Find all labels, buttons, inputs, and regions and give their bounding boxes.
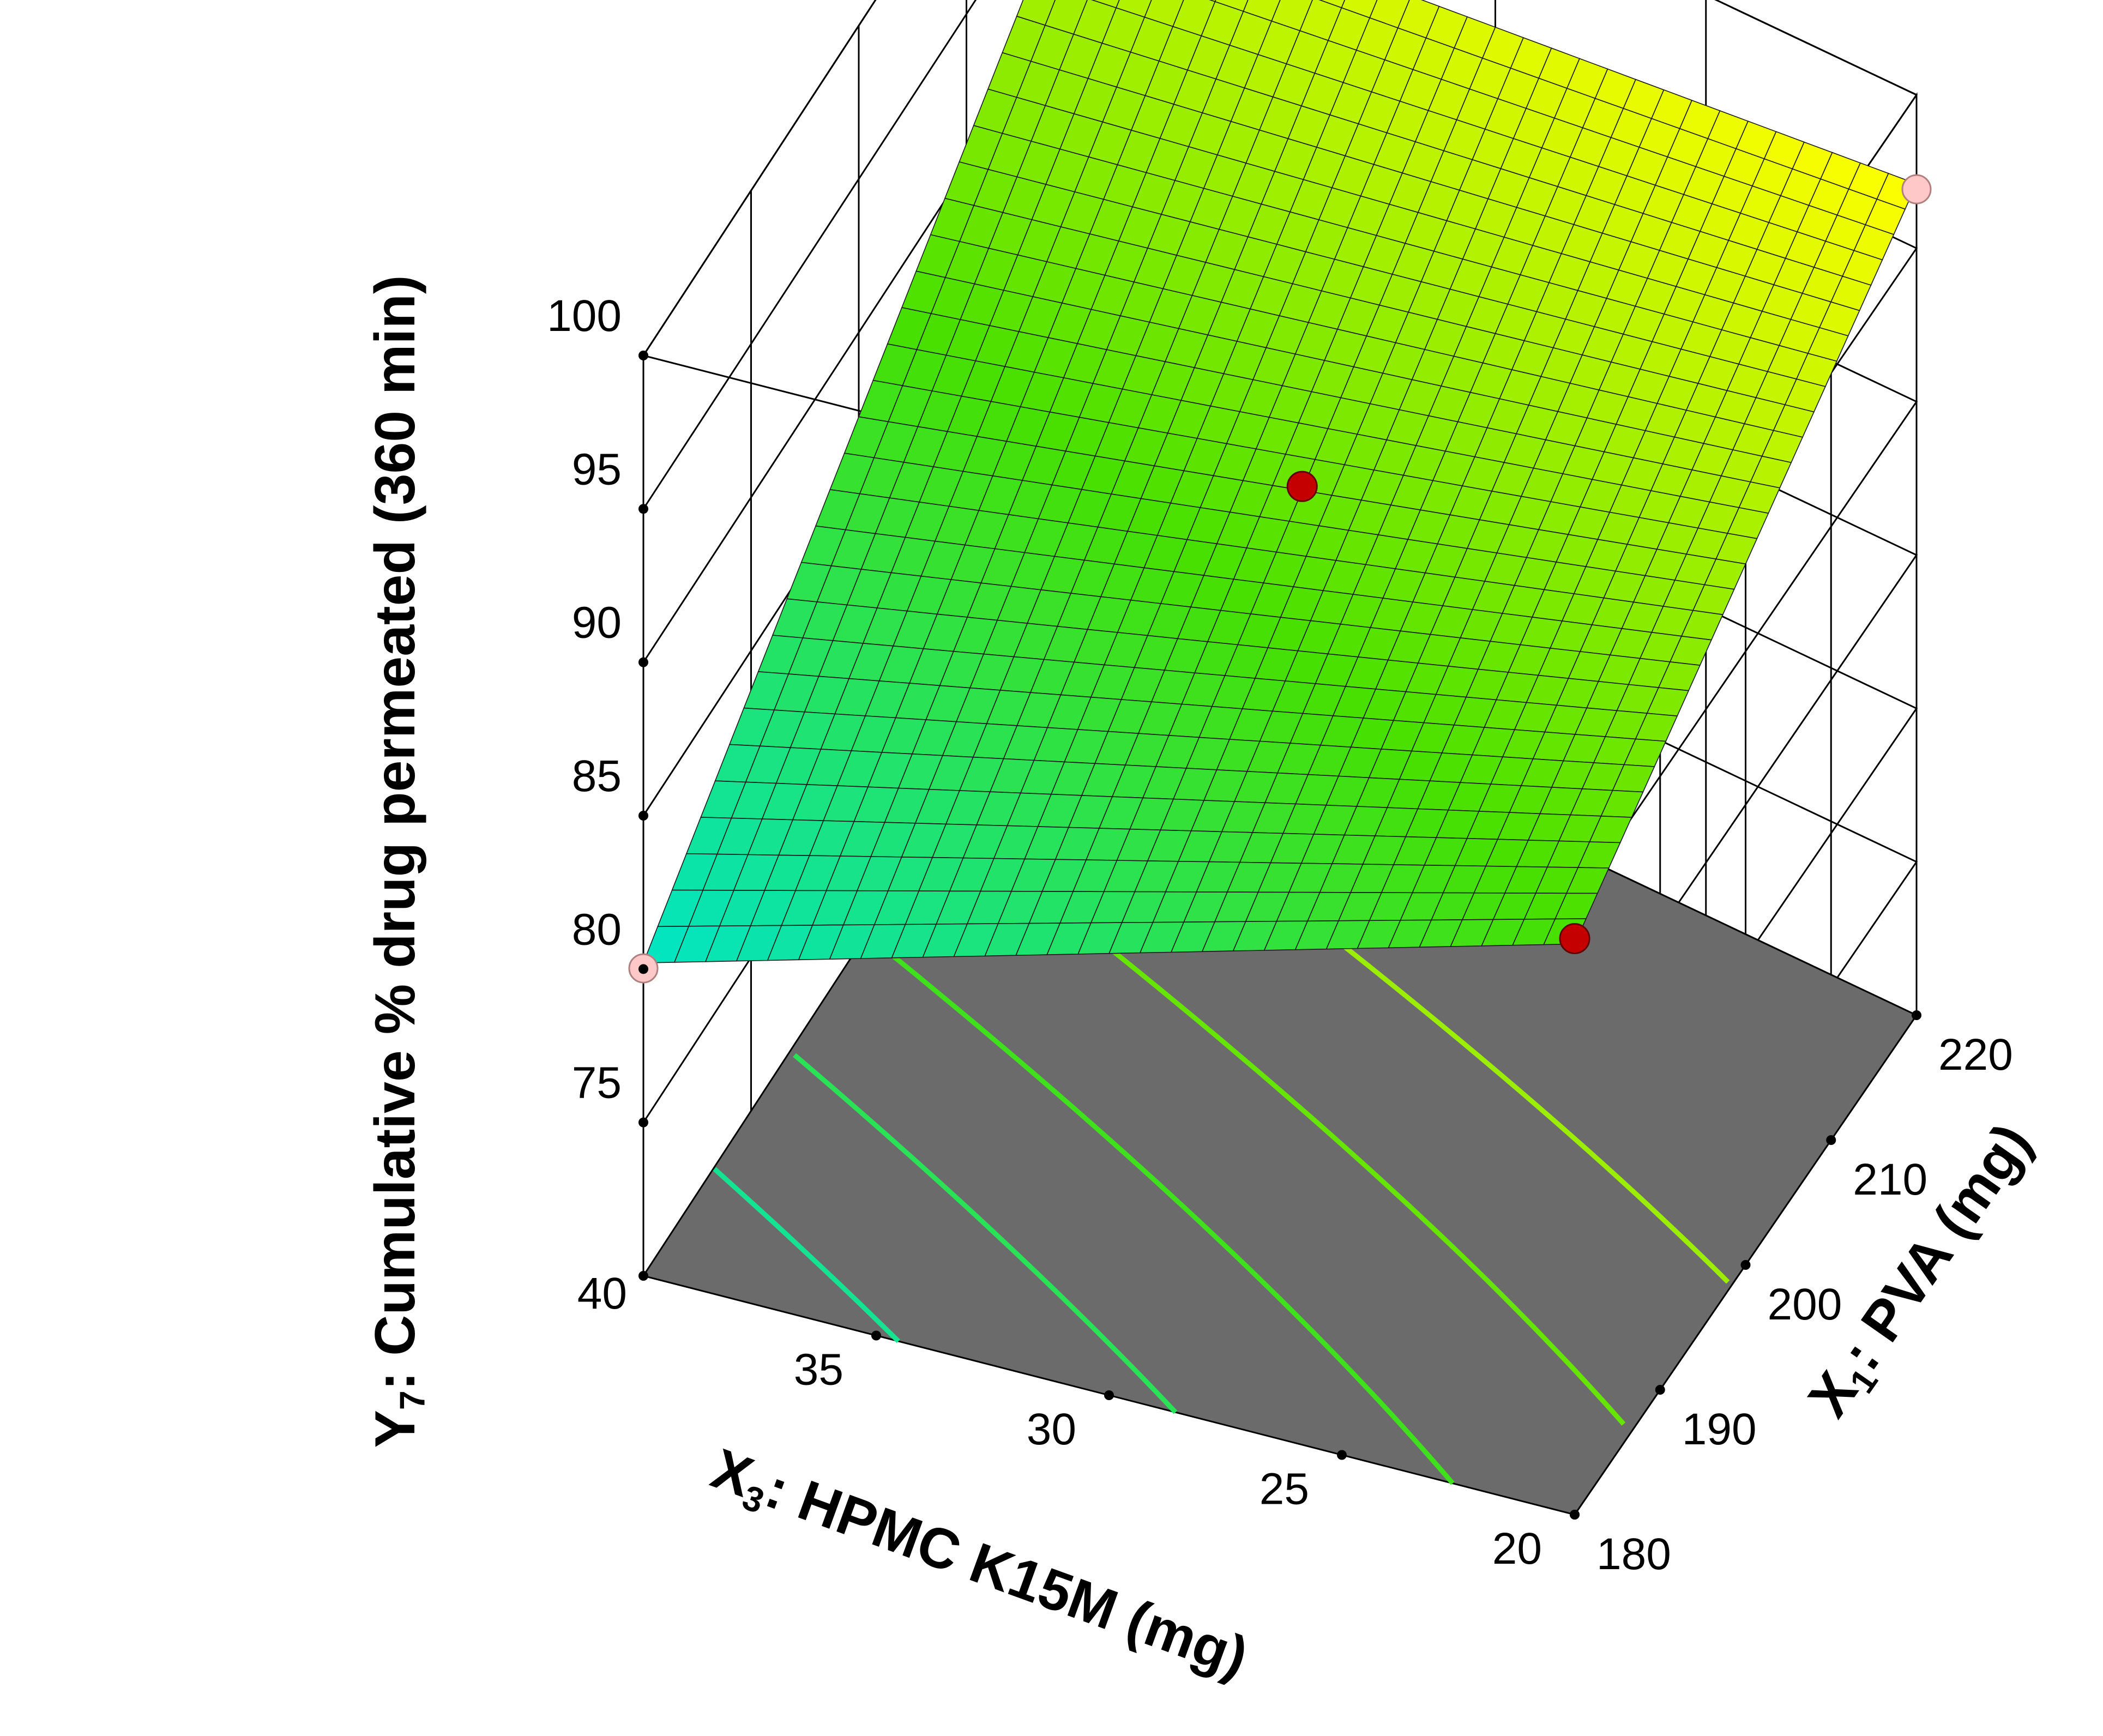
x1-tick-mark [1655,1385,1665,1395]
design-points [628,174,1932,984]
z-tick-mark [638,657,648,667]
tick-labels: 75 80 85 90 95 100 40 35 30 25 20 180 190 200 210 220 [547,291,2013,1579]
z-tick-mark [638,351,648,360]
x1-tick-mark [1740,1260,1751,1270]
z-tick-label: 85 [572,751,622,801]
contour-line [793,1053,1178,1414]
z-axis-title: Y7: Cumulative % drug permeated (360 min… [364,275,432,1448]
z-tick-label: 80 [572,905,622,954]
z-tick-mark [638,504,648,514]
surface-cell [642,925,690,963]
response-surface [642,0,1918,963]
design-point-below [1901,174,1932,204]
x3-tick-mark [1104,1390,1114,1400]
x3-axis-title: X3: HPMC K15M (mg) [702,1437,1256,1695]
z-tick-mark [638,964,648,974]
x1-tick-label: 190 [1682,1405,1757,1454]
x1-tick-mark [1570,1510,1580,1520]
x3-tick-mark [638,1271,648,1281]
z-tick-mark [638,1117,648,1128]
x1-tick-label: 200 [1768,1280,1842,1329]
x1-tick-label: 220 [1938,1030,2013,1080]
x3-tick-label: 30 [1027,1405,1076,1454]
x1-tick-label: 180 [1596,1529,1671,1579]
z-tick-label: 100 [547,291,622,341]
x1-tick-mark [1826,1135,1836,1145]
x3-tick-mark [871,1330,881,1341]
z-tick-label: 75 [572,1058,622,1108]
x1-tick-label: 210 [1853,1155,1927,1204]
x3-tick-label: 35 [794,1345,843,1395]
x3-tick-mark [1337,1450,1347,1460]
z-tick-label: 90 [572,598,622,648]
x3-tick-label: 20 [1492,1524,1542,1574]
contour-line [713,1167,900,1343]
design-point-above [1286,471,1318,502]
design-point-above [1559,923,1590,954]
x3-tick-label: 40 [577,1269,627,1318]
x1-tick-mark [1912,1010,1921,1020]
z-tick-mark [638,811,648,821]
contour-line [874,940,1455,1485]
contour-line [958,828,1626,1426]
z-tick-label: 95 [572,444,622,494]
x3-tick-label: 25 [1260,1464,1309,1514]
